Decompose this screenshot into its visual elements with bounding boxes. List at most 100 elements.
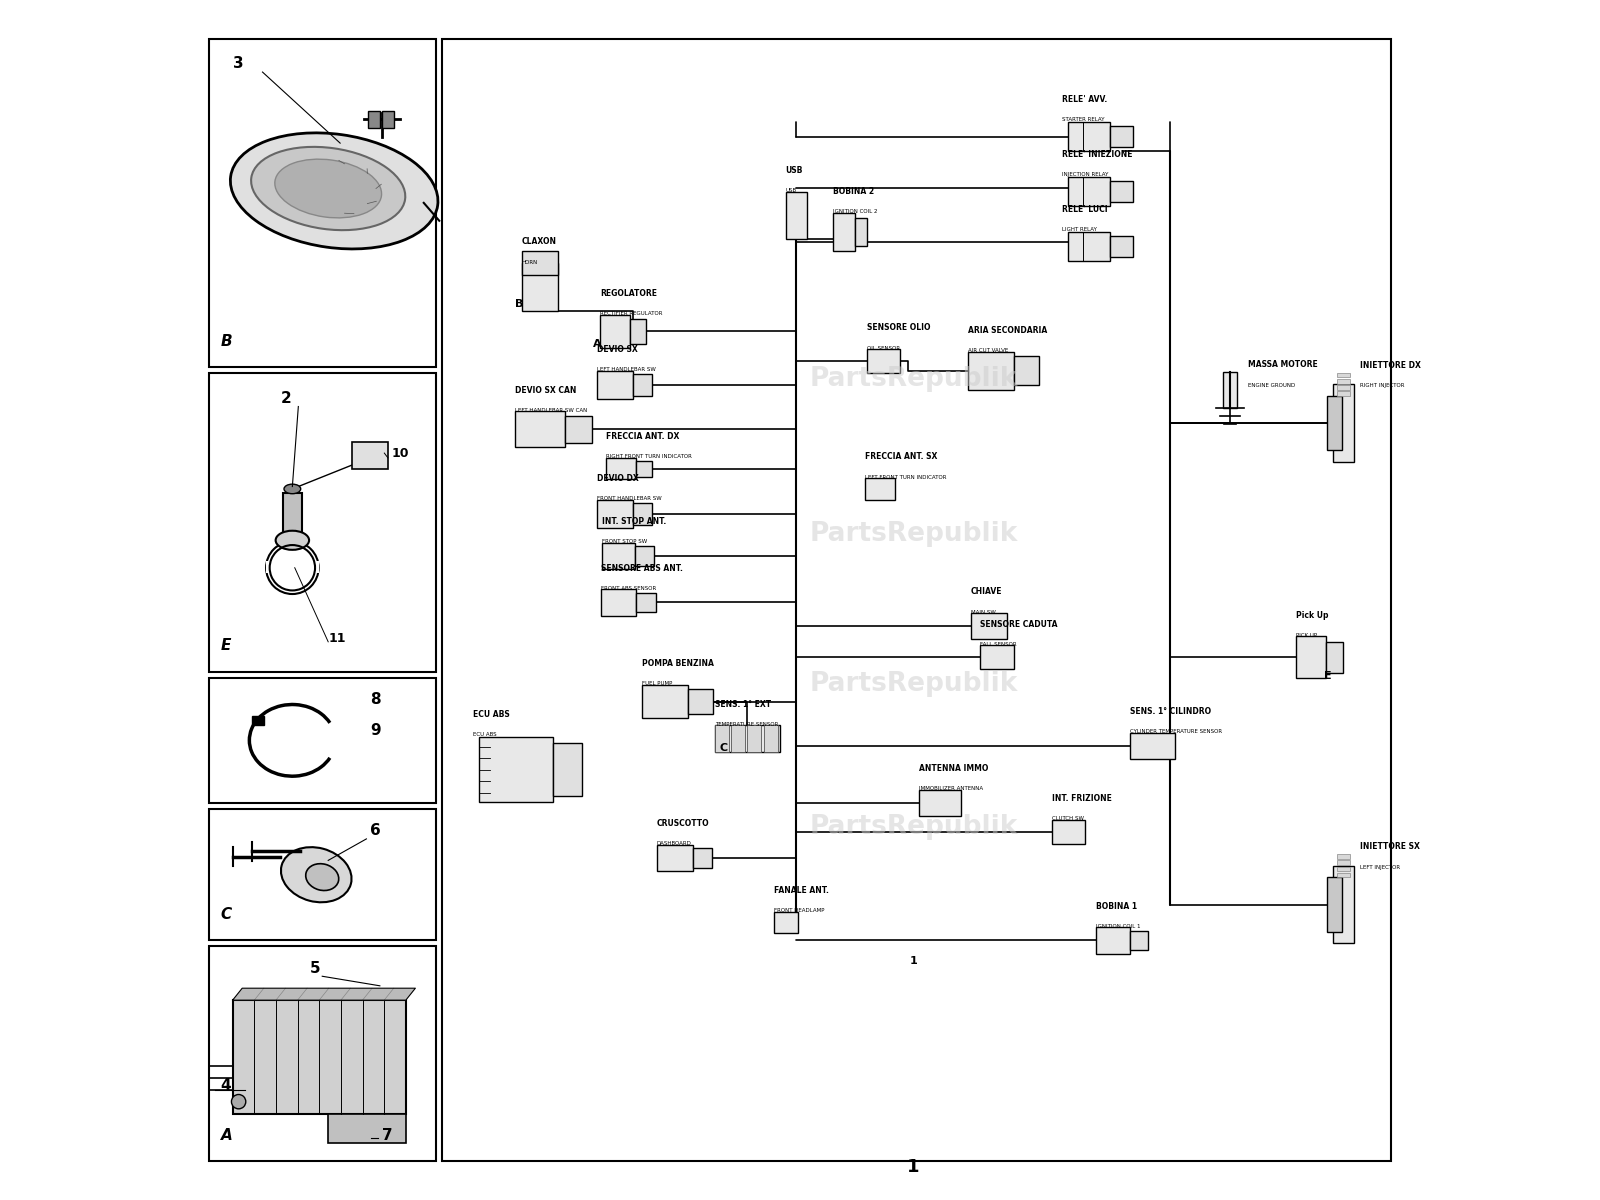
Text: OIL SENSOR: OIL SENSOR: [867, 346, 901, 350]
Bar: [208, 373, 435, 672]
Bar: [382, 110, 394, 127]
Bar: [1326, 642, 1342, 673]
Bar: [1338, 866, 1350, 871]
Text: E: E: [1325, 672, 1331, 682]
Text: FRONT HEADLAMP: FRONT HEADLAMP: [774, 908, 824, 913]
Ellipse shape: [251, 146, 405, 230]
Bar: [715, 726, 728, 751]
Bar: [1069, 232, 1110, 260]
Text: A: A: [592, 340, 602, 349]
Text: RELE' LUCI: RELE' LUCI: [1062, 205, 1107, 214]
Text: FALL SENSOR: FALL SENSOR: [981, 642, 1018, 647]
Bar: [442, 38, 1392, 1162]
Text: AIR CUT VALVE: AIR CUT VALVE: [968, 348, 1008, 353]
Bar: [693, 848, 712, 868]
Bar: [867, 349, 901, 373]
Text: 1: 1: [909, 955, 917, 966]
Text: DEVIO DX: DEVIO DX: [597, 474, 638, 482]
Bar: [1053, 820, 1085, 844]
Bar: [1338, 373, 1350, 378]
Text: PartsRepublik: PartsRepublik: [810, 814, 1018, 840]
Text: USB: USB: [786, 188, 797, 193]
Bar: [522, 251, 557, 275]
Text: A: A: [221, 1128, 232, 1142]
Text: HORN: HORN: [522, 259, 538, 264]
Bar: [1222, 372, 1237, 408]
Bar: [1338, 860, 1350, 865]
Bar: [656, 845, 693, 871]
Text: TEMPERATURE SENSOR: TEMPERATURE SENSOR: [715, 722, 778, 727]
Bar: [918, 790, 960, 816]
Text: 7: 7: [382, 1128, 392, 1142]
Text: USB: USB: [786, 166, 803, 175]
Polygon shape: [232, 988, 416, 1000]
Bar: [606, 458, 635, 479]
Ellipse shape: [275, 530, 309, 550]
Bar: [1069, 178, 1110, 206]
Text: ECU ABS: ECU ABS: [472, 732, 496, 737]
Bar: [1326, 396, 1342, 450]
Bar: [283, 492, 302, 540]
Bar: [715, 726, 781, 751]
Ellipse shape: [282, 847, 352, 902]
Text: CYLINDER TEMPERATURE SENSOR: CYLINDER TEMPERATURE SENSOR: [1130, 730, 1222, 734]
Text: ECU ABS: ECU ABS: [472, 710, 509, 719]
Ellipse shape: [283, 484, 301, 493]
Text: LIGHT RELAY: LIGHT RELAY: [1062, 227, 1098, 233]
Bar: [478, 737, 552, 803]
Text: INT. FRIZIONE: INT. FRIZIONE: [1053, 794, 1112, 803]
Text: 2: 2: [280, 391, 291, 406]
Text: 3: 3: [232, 56, 243, 72]
Bar: [1338, 872, 1350, 877]
Text: INIETTORE SX: INIETTORE SX: [1360, 842, 1421, 852]
Text: LEFT FRONT TURN INDICATOR: LEFT FRONT TURN INDICATOR: [866, 474, 947, 480]
Text: 10: 10: [392, 446, 410, 460]
Text: FUEL PUMP: FUEL PUMP: [642, 682, 672, 686]
Bar: [232, 1000, 406, 1114]
Bar: [630, 319, 646, 343]
Bar: [600, 589, 637, 616]
Text: CLUTCH SW: CLUTCH SW: [1053, 816, 1085, 821]
Text: C: C: [221, 907, 232, 922]
Bar: [1338, 854, 1350, 859]
Bar: [1333, 384, 1354, 462]
Text: PartsRepublik: PartsRepublik: [810, 366, 1018, 392]
Text: REGOLATORE: REGOLATORE: [600, 289, 658, 298]
Bar: [1338, 379, 1350, 384]
Bar: [763, 726, 778, 751]
Bar: [834, 214, 854, 251]
Bar: [635, 461, 653, 476]
Text: RIGHT FRONT TURN INDICATOR: RIGHT FRONT TURN INDICATOR: [606, 455, 691, 460]
Text: LEFT INJECTOR: LEFT INJECTOR: [1360, 864, 1400, 870]
Bar: [635, 546, 653, 565]
Text: 11: 11: [328, 632, 346, 644]
Bar: [597, 499, 632, 528]
Text: SENS. 1° CILINDRO: SENS. 1° CILINDRO: [1130, 707, 1211, 716]
Text: INJECTION RELAY: INJECTION RELAY: [1062, 173, 1109, 178]
Bar: [208, 678, 435, 803]
Text: ARIA SECONDARIA: ARIA SECONDARIA: [968, 326, 1048, 335]
Text: BOBINA 2: BOBINA 2: [834, 187, 875, 197]
Text: SENS. 1° EXT: SENS. 1° EXT: [715, 700, 771, 709]
Text: MASSA MOTORE: MASSA MOTORE: [1248, 360, 1318, 370]
Bar: [968, 352, 1014, 390]
Bar: [1333, 865, 1354, 943]
Bar: [786, 192, 806, 239]
Bar: [981, 646, 1014, 670]
Text: CRUSCOTTO: CRUSCOTTO: [656, 820, 709, 828]
Text: C: C: [720, 743, 728, 754]
Text: RELE' INIEZIONE: RELE' INIEZIONE: [1062, 150, 1133, 160]
Bar: [565, 415, 592, 443]
Text: FRONT ABS SENSOR: FRONT ABS SENSOR: [600, 586, 656, 590]
Bar: [1014, 356, 1038, 385]
Bar: [1096, 928, 1130, 954]
Text: SENSORE OLIO: SENSORE OLIO: [867, 324, 930, 332]
Bar: [352, 443, 387, 469]
Bar: [522, 263, 557, 311]
Text: E: E: [221, 638, 230, 653]
Text: 4: 4: [221, 1078, 232, 1093]
Bar: [731, 726, 746, 751]
Bar: [632, 503, 653, 524]
Bar: [1069, 122, 1110, 151]
Bar: [854, 217, 867, 246]
